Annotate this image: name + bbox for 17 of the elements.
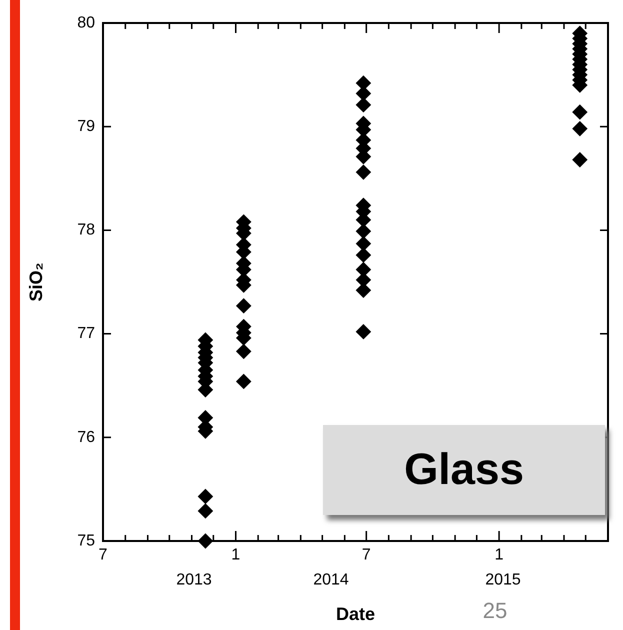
text: 2013 — [176, 571, 212, 588]
x-tick-label: 1 — [231, 546, 240, 564]
y-tick-label: 80 — [77, 14, 96, 32]
y-tick-label: 78 — [77, 222, 96, 239]
y-tick-label: 76 — [77, 428, 96, 446]
x-axis-title: Date — [336, 604, 376, 624]
y-axis-title: SiO₂ — [26, 262, 46, 302]
x-tick-label: 7 — [362, 546, 371, 564]
x-tick-label: 7 — [98, 546, 108, 564]
text: 25 — [482, 598, 508, 624]
y-tick-label: 77 — [77, 325, 96, 342]
text: 2014 — [313, 571, 349, 588]
label-card: Glass — [323, 425, 605, 515]
text: 2015 — [485, 571, 521, 588]
x-tick-label: 1 — [494, 546, 504, 564]
y-tick-label: 79 — [77, 118, 96, 136]
y-tick-label: 75 — [77, 532, 96, 550]
